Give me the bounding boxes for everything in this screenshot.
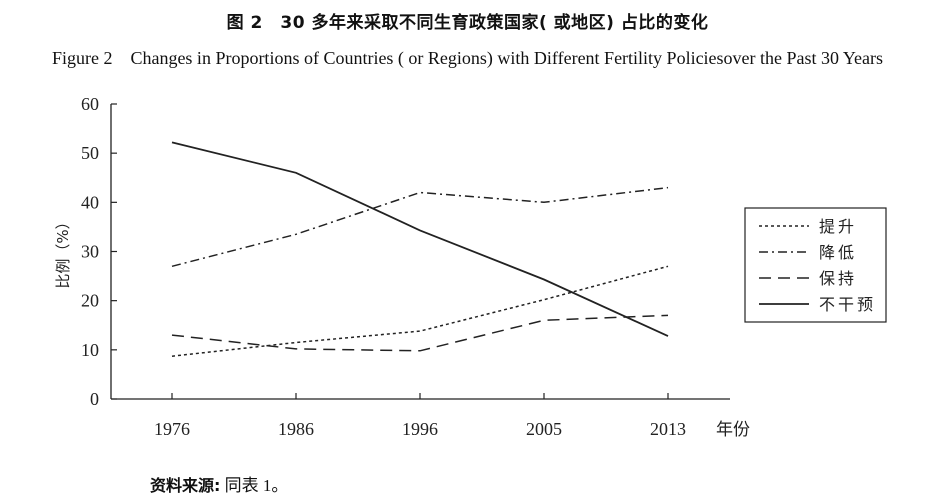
x-tick-label-1996: 1996 bbox=[402, 419, 438, 439]
x-tick-label-2013: 2013 bbox=[650, 419, 686, 439]
y-tick-label-30: 30 bbox=[81, 242, 99, 262]
chart-title-en: Figure 2 Changes in Proportions of Count… bbox=[51, 48, 884, 68]
legend-label-1: 降低 bbox=[819, 243, 857, 262]
series-line-2 bbox=[171, 314, 669, 352]
legend-label-3: 不干预 bbox=[819, 295, 876, 314]
x-tick-label-1986: 1986 bbox=[278, 419, 314, 439]
series-line-1 bbox=[171, 186, 669, 268]
y-tick-label-50: 50 bbox=[81, 143, 99, 163]
source-label: 资料来源: bbox=[150, 476, 221, 495]
chart-title-zh: 图 2 30 多年来采取不同生育政策国家( 或地区) 占比的变化 bbox=[226, 13, 709, 33]
x-tick-label-2005: 2005 bbox=[526, 419, 562, 439]
x-tick-label-1976: 1976 bbox=[154, 419, 190, 439]
x-axis-label: 年份 bbox=[716, 420, 750, 440]
source-note: 资料来源: 同表 1。 bbox=[150, 471, 288, 496]
legend-box bbox=[744, 207, 887, 323]
y-axis-label: 比例（%） bbox=[54, 214, 72, 288]
legend-label-0: 提升 bbox=[819, 217, 857, 236]
y-tick-label-20: 20 bbox=[81, 291, 99, 311]
y-tick-label-60: 60 bbox=[81, 94, 99, 114]
y-tick-label-10: 10 bbox=[81, 340, 99, 360]
legend-label-2: 保持 bbox=[819, 269, 857, 288]
source-value: 同表 1。 bbox=[220, 476, 289, 495]
y-tick-label-40: 40 bbox=[81, 192, 99, 212]
series-line-0 bbox=[171, 265, 669, 357]
series-line-3 bbox=[171, 141, 669, 337]
y-tick-label-0: 0 bbox=[90, 389, 99, 409]
line-chart: 0 10 20 30 40 50 60 1976 1986 1996 2005 2013 年份 比例（%）… bbox=[54, 94, 887, 440]
